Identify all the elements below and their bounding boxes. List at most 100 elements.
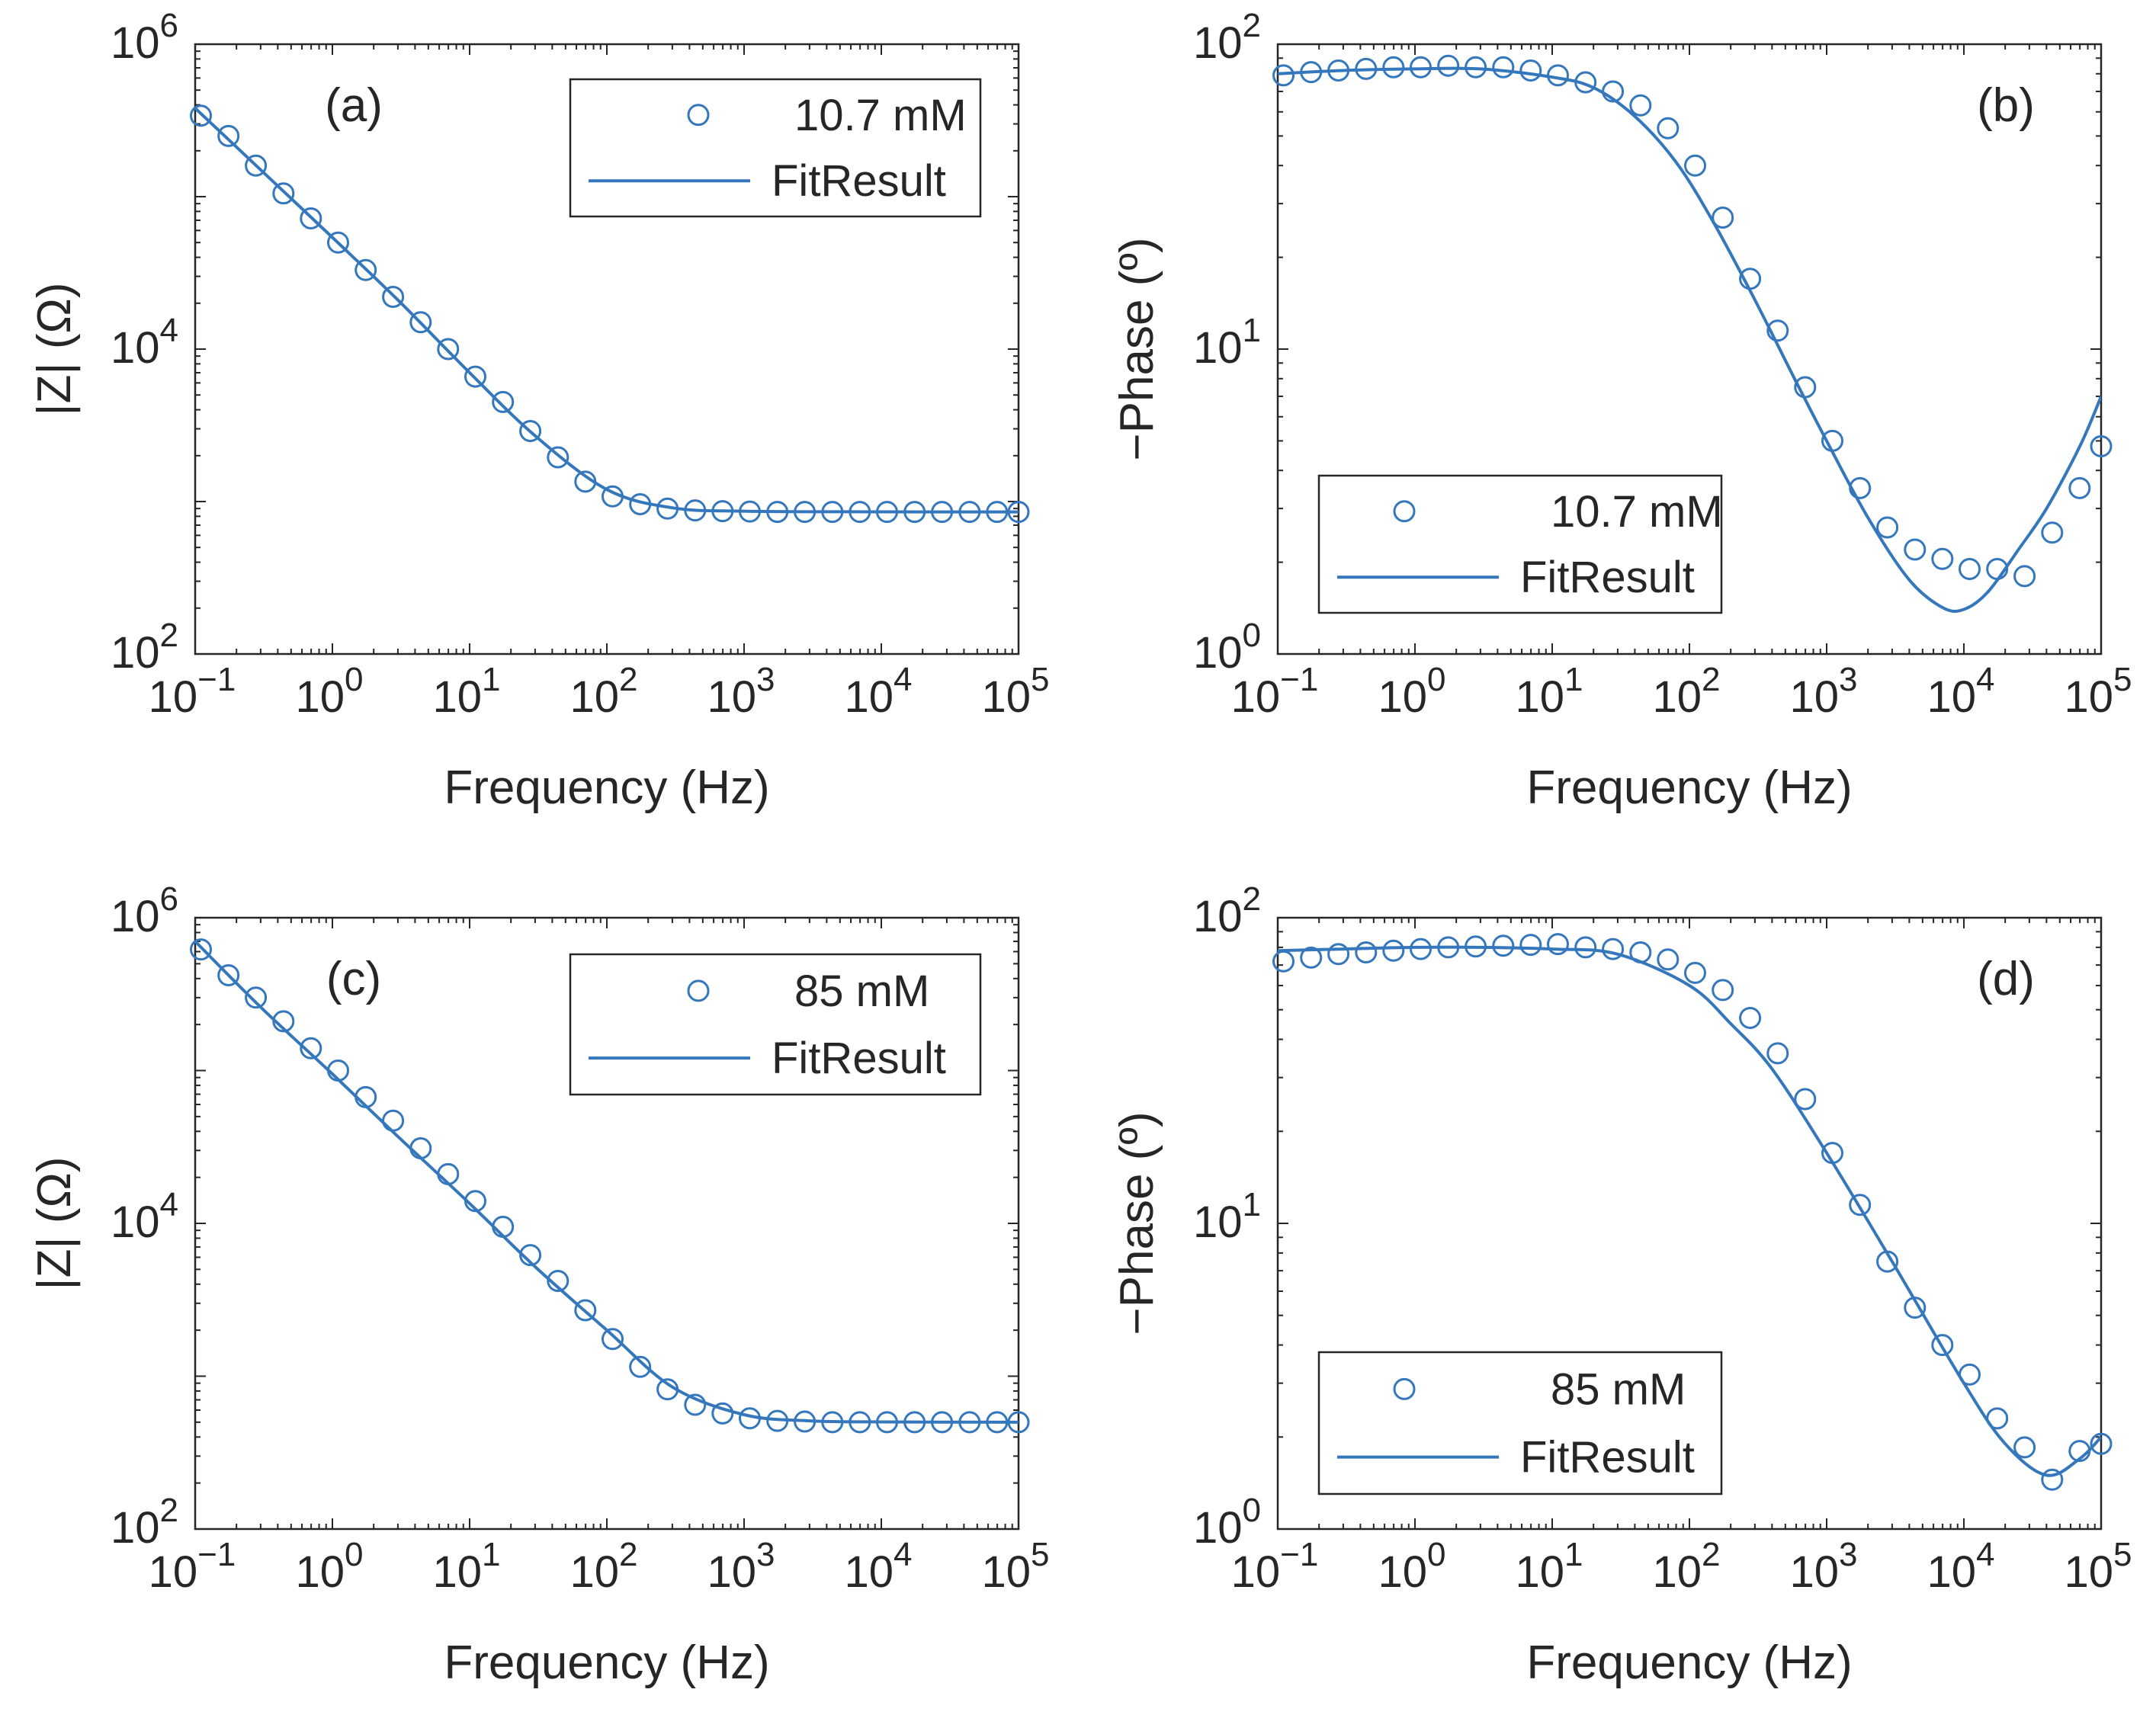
legend-marker-symbol [1393,500,1416,523]
x-tick-label: 100 [296,661,364,722]
legend-box [1317,474,1723,614]
x-tick-label: 10−1 [1231,1536,1319,1597]
panel-label: (a) [325,79,383,132]
data-point [409,1137,432,1159]
tick-base: 10 [1193,323,1243,373]
data-point [1629,94,1652,117]
tick-exponent: 4 [1976,661,1994,698]
tick-base: 10 [1653,1547,1702,1597]
data-point [1492,56,1515,79]
data-point [821,501,844,524]
legend: 10.7 mM FitResult [1317,474,1723,614]
x-tick-label: 104 [845,661,913,722]
data-point [1849,1194,1872,1217]
legend-box [1317,1351,1723,1495]
data-point [656,497,679,520]
data-point [958,1411,981,1434]
legend-line-label: FitResult [1520,1433,1695,1483]
data-point [1684,154,1706,177]
data-point [876,1411,898,1434]
data-point [1821,429,1843,452]
x-tick-label: 104 [1927,661,1995,722]
tick-base: 10 [570,672,620,722]
tick-exponent: 6 [160,880,178,918]
tick-exponent: −1 [197,661,236,698]
data-point [245,154,268,177]
tick-base: 10 [707,672,757,722]
data-point [849,501,871,524]
data-markers [1272,54,2113,588]
tick-exponent: 0 [1427,1536,1445,1573]
data-point [217,964,240,986]
data-point [1007,501,1030,524]
data-point [327,1059,349,1082]
data-point [1382,939,1405,962]
tick-exponent: 3 [756,1536,775,1573]
tick-base: 10 [1193,1503,1243,1553]
x-tick-label: 103 [1790,1536,1858,1597]
tick-exponent: 2 [1702,1536,1720,1573]
tick-exponent: 0 [345,1536,363,1573]
data-point [1766,1042,1789,1065]
data-point [958,501,981,524]
tick-exponent: 1 [482,661,500,698]
tick-base: 10 [111,1197,160,1247]
x-tick-label: 105 [2065,661,2132,722]
y-tick-label: 106 [111,7,178,68]
data-point [190,104,212,127]
x-tick-label: 104 [1927,1536,1995,1597]
data-point [1382,56,1405,79]
data-point [711,500,734,523]
data-point [931,501,954,524]
y-axis-label: |Z| (Ω) [28,283,81,416]
tick-base: 10 [982,672,1031,722]
data-point [1794,376,1817,399]
tick-base: 10 [1193,892,1243,941]
x-tick-label: 101 [1516,661,1583,722]
tick-exponent: 0 [1427,661,1445,698]
x-axis-label: Frequency (Hz) [444,1636,769,1689]
x-tick-label: 100 [296,1536,364,1597]
tick-exponent: 1 [1564,661,1583,698]
y-tick-label: 101 [1193,312,1261,373]
x-tick-label: 101 [433,661,501,722]
data-point [1739,1007,1762,1029]
tick-base: 10 [1378,1547,1428,1597]
legend-line-label: FitResult [772,156,946,206]
tick-exponent: −1 [1280,661,1318,698]
data-point [739,1407,761,1430]
tick-base: 10 [111,18,160,68]
data-point [217,124,240,147]
tick-base: 10 [1231,1547,1281,1597]
data-point [272,182,295,205]
tick-base: 10 [111,1503,160,1553]
data-point [574,1299,597,1322]
panel-label: (c) [326,953,381,1005]
data-point [1272,950,1295,973]
data-point [1959,558,1981,580]
tick-base: 10 [149,672,198,722]
data-point [464,1190,486,1213]
data-point [2013,1436,2036,1459]
y-axis-label: −Phase (º) [1111,1111,1163,1335]
legend-box [569,78,982,218]
data-point [1355,57,1378,80]
data-point [1547,933,1569,956]
tick-base: 10 [1927,1547,1977,1597]
tick-base: 10 [2065,1547,2114,1597]
tick-base: 10 [111,892,160,941]
tick-exponent: 0 [1243,617,1261,654]
tick-exponent: 2 [1702,661,1720,698]
data-point [986,501,1009,524]
data-point [1327,943,1350,966]
x-tick-label: 100 [1378,661,1446,722]
tick-exponent: 2 [619,661,637,698]
tick-exponent: 3 [1839,661,1857,698]
data-point [794,501,817,524]
x-tick-label: 103 [1790,661,1858,722]
y-tick-label: 102 [111,1492,178,1553]
x-tick-label: 105 [982,661,1050,722]
data-point [574,470,597,493]
data-point [1876,516,1899,539]
data-point [300,207,322,229]
